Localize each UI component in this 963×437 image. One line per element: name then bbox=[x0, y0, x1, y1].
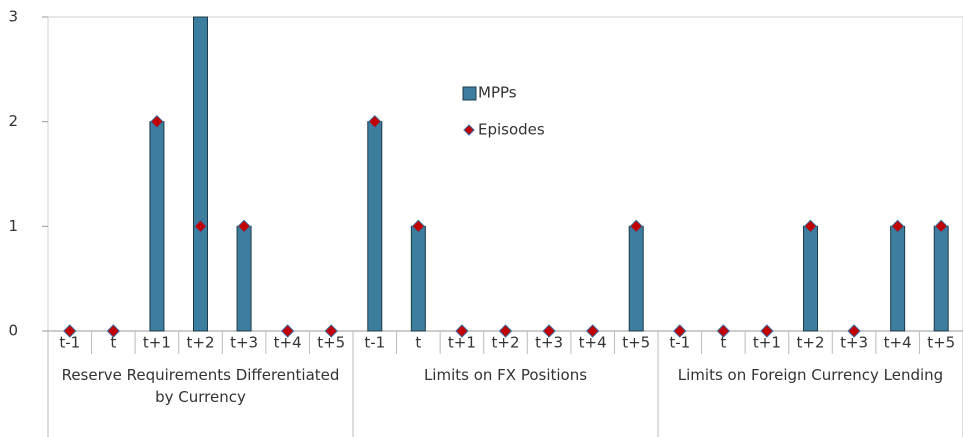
x-tick-label: t bbox=[110, 334, 116, 352]
episode-marker bbox=[890, 219, 905, 234]
episode-marker bbox=[237, 219, 251, 234]
episode-marker bbox=[803, 219, 818, 234]
group-label: Limits on Foreign Currency Lending bbox=[677, 366, 944, 384]
y-tick-label: 2 bbox=[8, 112, 18, 130]
group-label: Limits on FX Positions bbox=[423, 366, 588, 384]
episode-marker bbox=[368, 114, 382, 129]
x-tick-label: t+4 bbox=[274, 334, 302, 352]
x-tick-label: t+2 bbox=[492, 334, 520, 352]
legend-swatch bbox=[462, 86, 477, 101]
x-tick-label: t+2 bbox=[797, 334, 825, 352]
x-tick-label: t-1 bbox=[669, 334, 690, 352]
episode-marker bbox=[106, 324, 121, 338]
bar bbox=[410, 225, 426, 332]
episode-marker bbox=[673, 324, 687, 338]
bar bbox=[236, 225, 252, 332]
bar bbox=[149, 121, 165, 332]
y-tick-label: 3 bbox=[8, 8, 18, 26]
episode-marker bbox=[542, 324, 556, 338]
episode-marker bbox=[150, 114, 164, 129]
x-tick-label: t+1 bbox=[753, 334, 781, 352]
episode-marker bbox=[716, 324, 731, 338]
group-label: Reserve Requirements Differentiated by C… bbox=[61, 366, 340, 406]
episode-marker bbox=[629, 219, 643, 234]
x-tick-label: t+1 bbox=[448, 334, 476, 352]
legend-label: Episodes bbox=[478, 121, 545, 139]
legend-swatch bbox=[463, 124, 475, 136]
episode-marker bbox=[498, 324, 513, 338]
episode-marker bbox=[585, 324, 600, 338]
episode-marker bbox=[63, 324, 77, 338]
x-tick-label: t+3 bbox=[230, 334, 258, 352]
x-tick-label: t-1 bbox=[59, 334, 80, 352]
bar bbox=[803, 225, 818, 332]
y-tick-label: 0 bbox=[8, 322, 18, 340]
episode-marker bbox=[193, 219, 208, 234]
episode-marker bbox=[411, 219, 426, 234]
bar bbox=[933, 225, 949, 332]
x-tick-label: t+1 bbox=[143, 334, 171, 352]
x-tick-label: t+4 bbox=[579, 334, 607, 352]
episode-marker bbox=[760, 324, 774, 338]
episode-marker bbox=[934, 219, 948, 234]
x-tick-label: t+2 bbox=[187, 334, 215, 352]
x-tick-label: t bbox=[415, 334, 421, 352]
bar bbox=[628, 225, 644, 332]
bar bbox=[890, 225, 906, 332]
episode-marker bbox=[324, 324, 338, 338]
x-tick-label: t+5 bbox=[622, 334, 650, 352]
bar bbox=[367, 121, 383, 332]
episode-marker bbox=[847, 324, 861, 338]
x-tick-label: t bbox=[720, 334, 726, 352]
x-tick-label: t+5 bbox=[317, 334, 345, 352]
legend-label: MPPs bbox=[478, 84, 517, 102]
x-tick-label: t-1 bbox=[364, 334, 385, 352]
x-tick-label: t+3 bbox=[840, 334, 868, 352]
y-tick-label: 1 bbox=[8, 217, 18, 235]
x-tick-label: t+5 bbox=[927, 334, 955, 352]
episode-marker bbox=[455, 324, 469, 338]
episode-marker bbox=[280, 324, 295, 338]
x-tick-label: t+4 bbox=[884, 334, 912, 352]
plot-border bbox=[47, 16, 963, 332]
x-tick-label: t+3 bbox=[535, 334, 563, 352]
bar bbox=[193, 16, 208, 332]
